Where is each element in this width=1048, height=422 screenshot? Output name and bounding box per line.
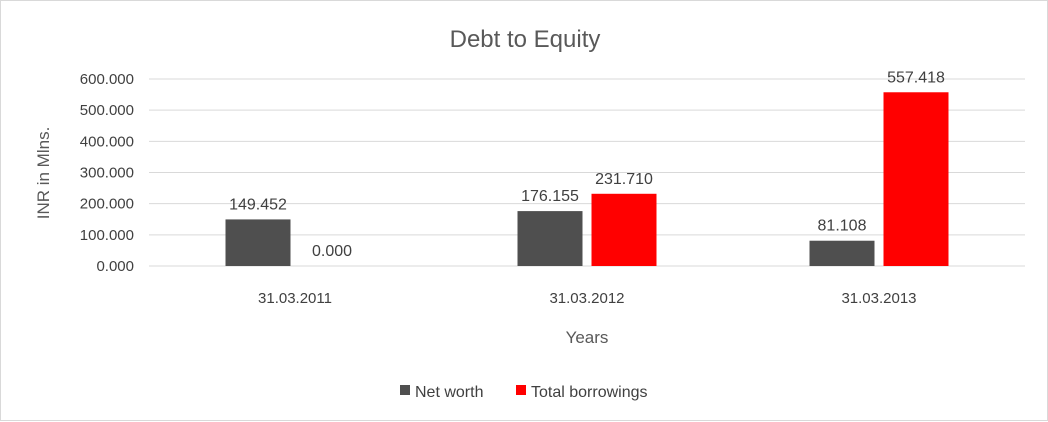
data-label: 149.452 — [229, 196, 287, 213]
bar — [883, 92, 949, 266]
y-tick-label: 200.000 — [80, 196, 134, 213]
data-label: 176.155 — [521, 188, 579, 205]
y-tick-label: 600.000 — [80, 71, 134, 88]
y-tick-label: 300.000 — [80, 165, 134, 182]
y-axis-ticks: 0.000 100.000 200.000 300.000 400.000 500.000… — [80, 71, 134, 275]
y-tick-label: 400.000 — [80, 133, 134, 150]
legend-label: Net worth — [415, 384, 483, 401]
bar — [225, 219, 291, 266]
y-axis-title: INR in Mlns. — [34, 127, 53, 220]
data-label: 557.418 — [887, 69, 945, 86]
legend: Net worth Total borrowings — [400, 384, 648, 401]
chart-title: Debt to Equity — [450, 26, 601, 53]
x-axis-ticks: 31.03.2011 31.03.2012 31.03.2013 — [258, 290, 917, 307]
x-tick-label: 31.03.2011 — [258, 290, 332, 307]
legend-label: Total borrowings — [531, 384, 648, 401]
x-axis-title: Years — [566, 328, 609, 347]
data-label: 0.000 — [312, 243, 352, 260]
legend-swatch — [400, 385, 410, 395]
data-label: 81.108 — [818, 218, 867, 235]
data-label: 231.710 — [595, 171, 653, 188]
gridlines — [149, 78, 1025, 267]
bar — [809, 240, 875, 266]
y-tick-label: 100.000 — [80, 227, 134, 244]
bar — [517, 211, 583, 266]
x-tick-label: 31.03.2013 — [841, 290, 916, 307]
bars: 149.452 0.000 176.155 231.710 81.108 557.418 — [225, 69, 949, 266]
legend-swatch — [516, 385, 526, 395]
y-tick-label: 500.000 — [80, 102, 134, 119]
y-tick-label: 0.000 — [96, 258, 134, 275]
x-tick-label: 31.03.2012 — [549, 290, 624, 307]
bar — [591, 193, 657, 266]
